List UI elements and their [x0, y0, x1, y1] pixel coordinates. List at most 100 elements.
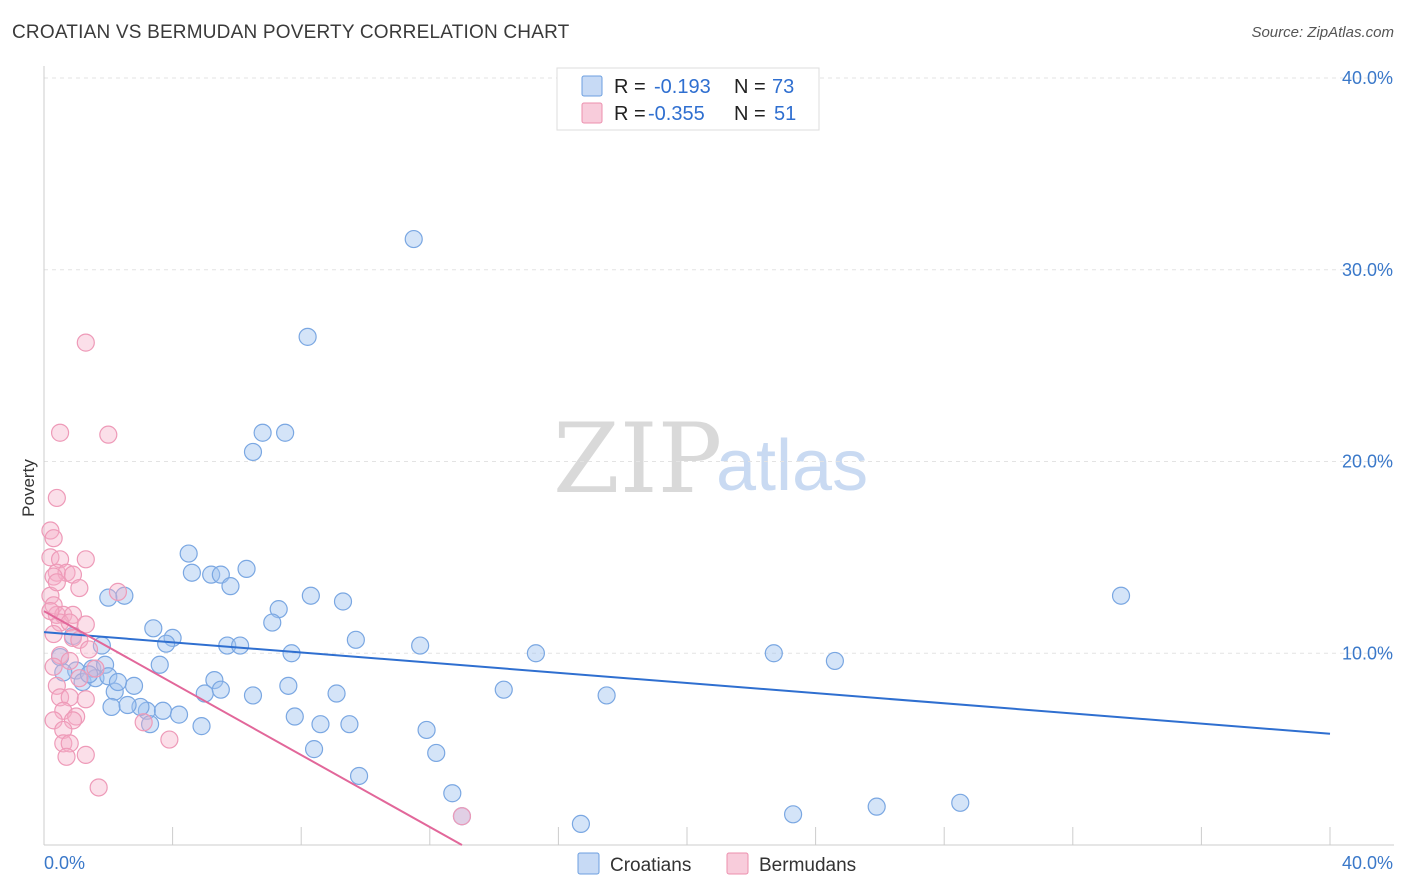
bermudan-point-42: [54, 734, 73, 753]
bermudan-point-47: [452, 807, 472, 826]
legend-swatch-croatians: [581, 75, 603, 97]
croatian-point-11: [221, 577, 240, 596]
bermudan-point-16: [44, 596, 63, 615]
y-tick-label-10: 10.0%: [1342, 643, 1393, 663]
watermark: ZIP atlas: [553, 403, 868, 515]
croatian-point-61: [443, 784, 462, 803]
y-tick-label-30: 30.0%: [1342, 260, 1393, 280]
bermudan-point-41: [160, 730, 179, 749]
croatian-point-41: [597, 686, 616, 705]
bermudan-point-50: [86, 659, 105, 678]
bermudan-point-43: [60, 734, 79, 753]
bermudan-point-3: [47, 488, 66, 508]
croatian-point-26: [764, 644, 783, 663]
bermudan-point-32: [50, 688, 70, 707]
legend-swatch-bermudans: [581, 102, 603, 124]
legend-r-value-bermudans: -0.355: [648, 103, 705, 125]
croatian-point-27: [825, 651, 844, 671]
bermudan-point-11: [44, 567, 63, 586]
croatian-point-57: [417, 720, 436, 740]
bermudan-point-37: [63, 711, 83, 730]
croatian-point-16: [144, 619, 163, 638]
croatian-point-37: [150, 655, 169, 674]
y-tick-label-20: 20.0%: [1342, 452, 1393, 472]
chart-title: CROATIAN VS BERMUDAN POVERTY CORRELATION…: [12, 22, 570, 43]
bermudan-point-30: [70, 669, 89, 688]
bottom-legend-swatch-croatians: [577, 852, 600, 875]
croatian-point-63: [571, 814, 591, 834]
croatian-point-22: [231, 636, 250, 655]
bermudan-point-29: [44, 657, 63, 676]
legend-r-label-croatians: R =: [614, 76, 646, 98]
croatian-point-59: [427, 743, 446, 763]
bermudan-point-38: [44, 711, 63, 730]
legend-n-label-croatians: N =: [734, 76, 766, 98]
croatian-point-24: [282, 644, 301, 663]
croatian-point-52: [285, 707, 304, 726]
bottom-legend: Croatians Bermudans: [577, 852, 856, 876]
croatian-point-40: [494, 680, 513, 699]
legend-n-value-bermudans: 51: [774, 103, 796, 125]
croatian-point-60: [349, 766, 369, 786]
bermudan-point-15: [108, 582, 128, 601]
trend-line-croatians: [43, 631, 1331, 735]
bermudan-point-1: [50, 423, 70, 442]
bermudan-point-40: [134, 713, 153, 732]
watermark-zip: ZIP: [553, 403, 722, 515]
bermudan-point-5: [44, 529, 63, 548]
croatian-point-25: [526, 644, 545, 663]
bermudan-point-26: [79, 640, 99, 659]
bermudan-point-8: [76, 550, 95, 569]
croatian-point-8: [202, 565, 221, 584]
bermudan-point-31: [47, 676, 66, 695]
bermudan-point-45: [57, 747, 76, 766]
croatian-point-20: [157, 634, 176, 653]
croatian-point-53: [140, 715, 160, 734]
x-tick-labels: 0.0% 40.0%: [44, 853, 1393, 873]
croatian-point-12: [301, 586, 320, 605]
y-axis-title: Poverty: [19, 459, 38, 517]
series-bermudans: [41, 333, 472, 826]
croatian-point-44: [195, 684, 214, 703]
croatian-point-48: [102, 697, 121, 717]
croatian-point-65: [867, 797, 886, 816]
croatian-point-51: [169, 705, 189, 724]
bermudan-point-27: [50, 646, 70, 665]
legend-n-label-bermudans: N =: [734, 103, 766, 125]
legend-r-label-bermudans: R =: [614, 103, 646, 125]
bermudan-point-49: [41, 601, 60, 621]
croatian-point-18: [263, 613, 282, 632]
croatian-point-39: [279, 676, 298, 695]
croatian-point-42: [105, 682, 124, 701]
bermudan-point-13: [70, 578, 89, 598]
croatian-point-56: [340, 715, 359, 734]
croatian-point-50: [153, 701, 173, 720]
croatian-point-46: [243, 686, 263, 705]
croatian-point-5: [179, 544, 198, 563]
series-croatians: [50, 229, 1131, 834]
x-tick-label-max: 40.0%: [1342, 853, 1393, 873]
legend-r-value-croatians: -0.193: [654, 76, 711, 98]
watermark-atlas: atlas: [716, 426, 868, 506]
croatian-point-43: [124, 676, 144, 695]
croatian-point-2: [253, 423, 272, 442]
croatian-point-47: [327, 684, 346, 703]
chart-source: Source: ZipAtlas.com: [1251, 24, 1394, 41]
bottom-legend-swatch-bermudans: [726, 852, 749, 875]
croatian-point-54: [192, 717, 211, 736]
croatian-point-1: [298, 327, 317, 346]
bermudan-point-34: [76, 690, 95, 709]
croatian-point-55: [311, 715, 330, 734]
croatian-point-0: [404, 229, 423, 249]
bermudan-point-46: [89, 778, 108, 797]
legend-n-value-croatians: 73: [772, 76, 794, 98]
croatian-point-7: [182, 563, 201, 582]
bermudan-point-2: [99, 425, 118, 444]
axes: [43, 66, 1394, 846]
x-tick-label-min: 0.0%: [44, 853, 85, 873]
legend: R = -0.193 N = 73 R = -0.355 N = 51: [556, 67, 820, 131]
croatian-point-72: [118, 695, 137, 715]
croatian-point-66: [951, 793, 970, 812]
bermudan-point-44: [76, 745, 95, 764]
croatian-point-45: [211, 680, 230, 699]
